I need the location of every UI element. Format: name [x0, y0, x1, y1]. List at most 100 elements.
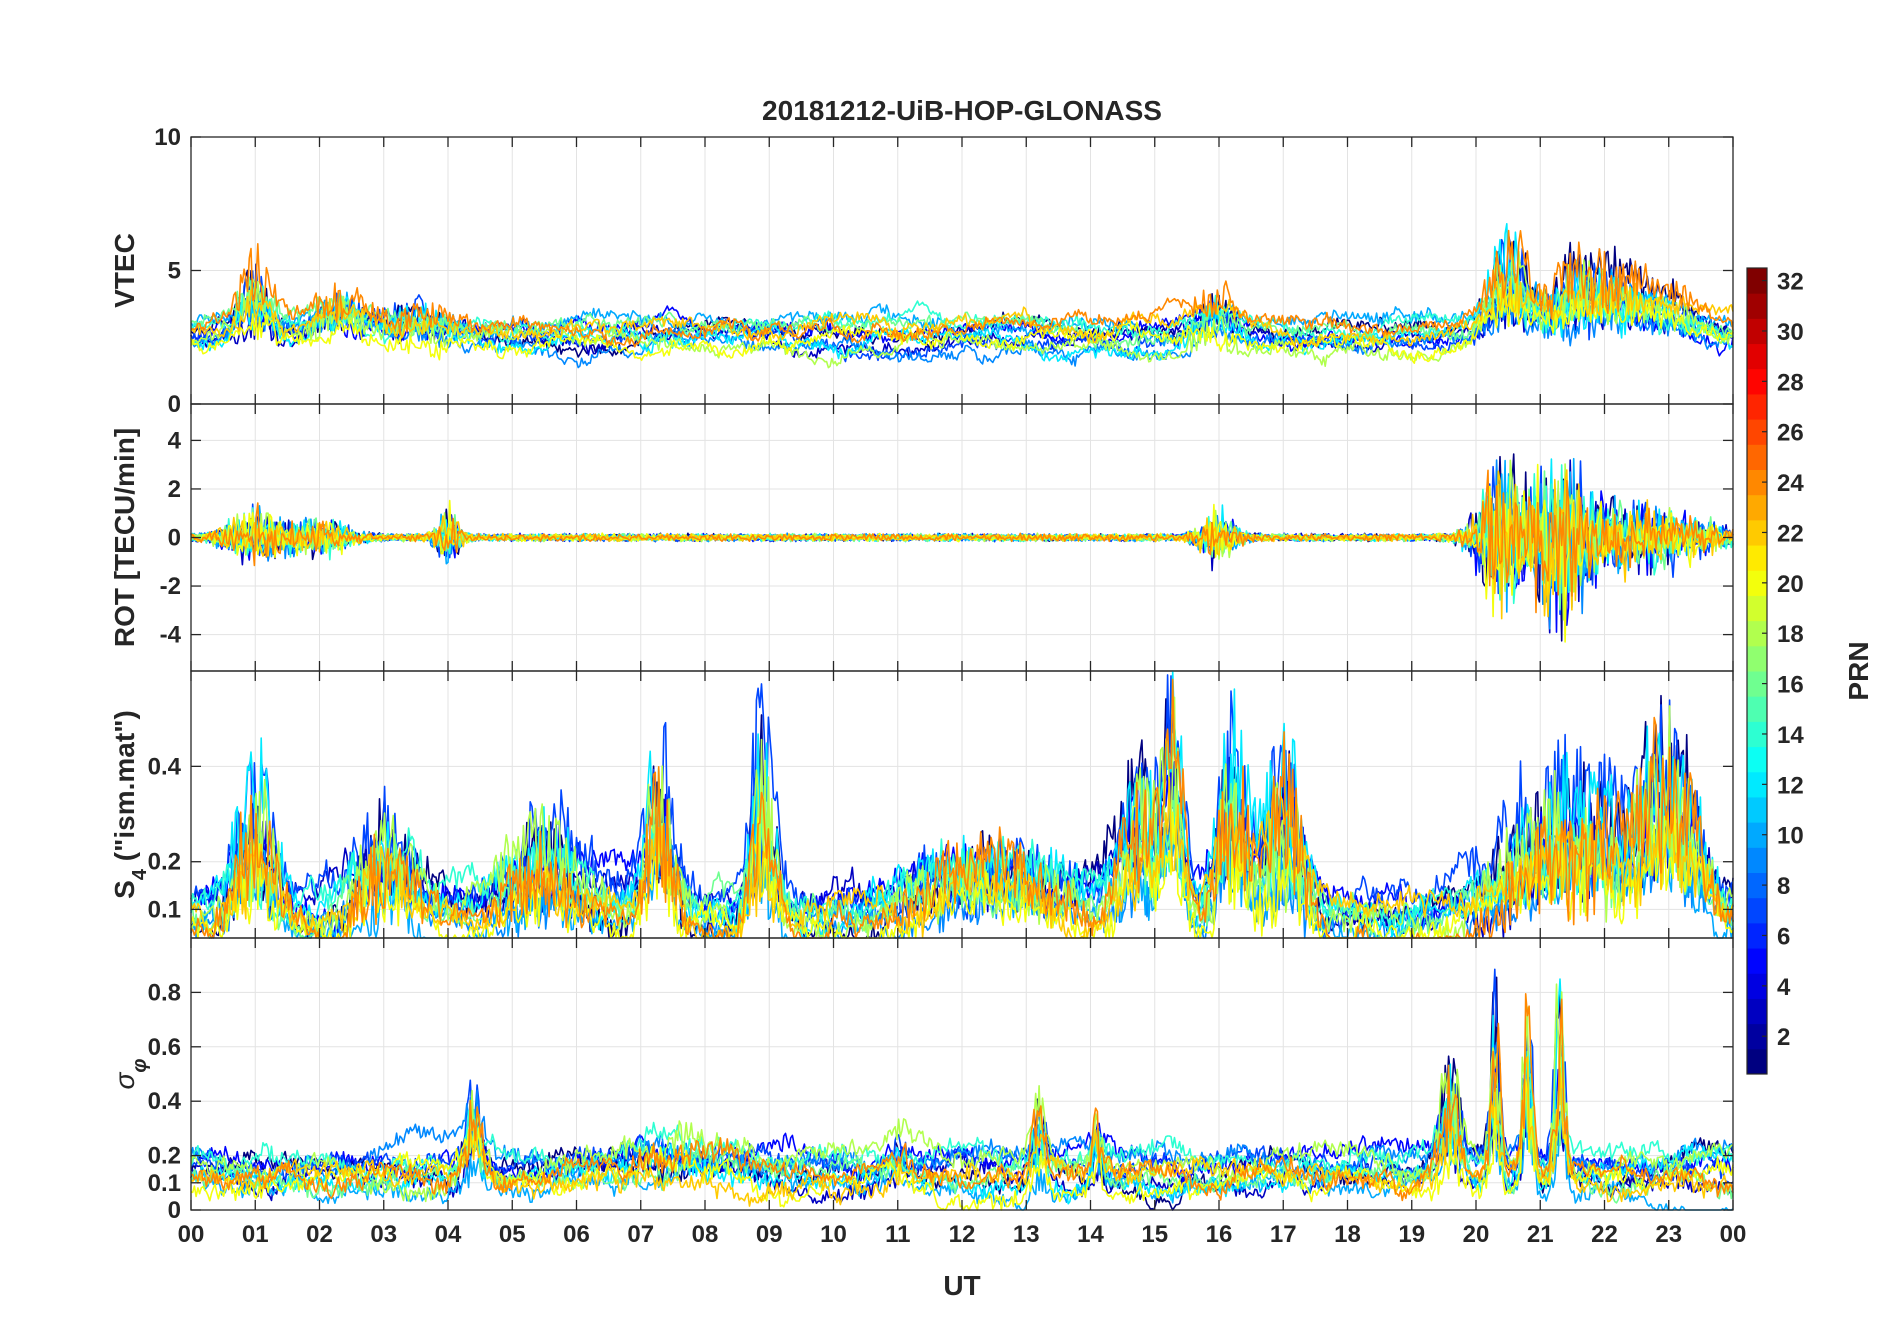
series-prn-24: [190, 992, 1734, 1202]
xtick-label: 20: [1463, 1221, 1490, 1248]
x-axis-label: UT: [943, 1270, 980, 1301]
ylabel-main: σ: [109, 1071, 140, 1089]
colorbar-level: [1747, 671, 1767, 697]
colorbar-level: [1747, 822, 1767, 848]
colorbar-level: [1747, 393, 1767, 420]
panel-sigma: 00.10.2 0.4 0.6 0.8 σφ: [109, 937, 1734, 1224]
ytick-label: 0.2: [148, 1143, 181, 1170]
series-prn-20: [190, 288, 1734, 365]
series-prn-24: [190, 469, 1734, 614]
colorbar-level: [1747, 419, 1767, 445]
ytick-label: 0.2: [148, 849, 181, 876]
ytick-label: 0.8: [148, 979, 181, 1006]
xtick-label: 11: [885, 1221, 910, 1248]
xtick-label: 12: [949, 1221, 976, 1248]
colorbar-level: [1747, 343, 1767, 370]
colorbar-level: [1747, 771, 1767, 798]
xtick-label: 00: [1720, 1221, 1747, 1248]
xtick-label: 04: [435, 1221, 462, 1248]
colorbar-level: [1747, 620, 1767, 647]
colorbar-tick-label: 24: [1777, 470, 1804, 497]
colorbar-tick-label: 2: [1777, 1024, 1790, 1051]
xtick-label: 05: [499, 1221, 526, 1248]
y-axis-label-rot: ROT [TECU/min]: [109, 428, 140, 647]
ytick-label: 0: [168, 525, 181, 552]
colorbar-tick-label: 28: [1777, 369, 1804, 396]
xtick-label: 22: [1591, 1221, 1618, 1248]
colorbar-level: [1747, 1023, 1767, 1050]
ytick-label: 0.4: [148, 753, 182, 780]
colorbar-level: [1747, 948, 1767, 974]
colorbar-level: [1747, 872, 1767, 899]
panel-vtec: 0 5 10 VTEC: [109, 124, 1734, 418]
panel-rot: -4 -2 0 2 4 ROT [TECU/min]: [109, 403, 1734, 672]
colorbar-level: [1747, 645, 1767, 672]
colorbar-label: PRN: [1843, 641, 1874, 700]
y-axis-label-vtec: VTEC: [109, 233, 140, 308]
colorbar-level: [1747, 595, 1767, 622]
xtick-label: 10: [820, 1221, 847, 1248]
ytick-label: -4: [160, 622, 182, 649]
xtick-label: 15: [1141, 1221, 1168, 1248]
colorbar-level: [1747, 444, 1767, 470]
colorbar-tick-label: 12: [1777, 772, 1804, 799]
colorbar-level: [1747, 293, 1767, 319]
series-prn-24: [190, 678, 1734, 939]
colorbar-tick-label: 16: [1777, 672, 1804, 699]
colorbar-tick-label: 22: [1777, 520, 1804, 547]
series-prn-10: [190, 1088, 1734, 1211]
colorbar-tick-label: 6: [1777, 923, 1790, 950]
colorbar-level: [1747, 746, 1767, 773]
colorbar-frame: [1746, 267, 1768, 1075]
xtick-label: 17: [1270, 1221, 1297, 1248]
colorbar-level: [1747, 318, 1767, 345]
xtick-label: 21: [1527, 1221, 1554, 1248]
colorbar-tick-label: 10: [1777, 823, 1804, 850]
xtick-label: 16: [1206, 1221, 1233, 1248]
xtick-label: 07: [627, 1221, 654, 1248]
x-axis: 00 01 02 03 04 05 06 07 08 09 10 11 12 13 14 15 16 17 18 19…: [178, 1221, 1747, 1248]
colorbar-tick-label: 26: [1777, 420, 1804, 447]
xtick-label: 09: [756, 1221, 783, 1248]
colorbar-level: [1747, 696, 1767, 722]
colorbar-level: [1747, 545, 1767, 571]
colorbar-level: [1747, 519, 1767, 546]
panel-s4: 0.1 0.2 0.4 S4 ("ism.mat"): [109, 670, 1734, 939]
xtick-label: 08: [692, 1221, 719, 1248]
ytick-label: 0.4: [148, 1088, 182, 1115]
xtick-label: 18: [1334, 1221, 1361, 1248]
colorbar-level: [1747, 922, 1767, 949]
ytick-label: 0.1: [148, 896, 181, 923]
colorbar-tick-label: 14: [1777, 722, 1804, 749]
series-prn-5: [190, 1032, 1734, 1187]
xtick-label: 13: [1013, 1221, 1040, 1248]
series-prn-22: [190, 469, 1734, 620]
colorbar-tick-label: 4: [1777, 974, 1791, 1001]
colorbar-level: [1747, 998, 1767, 1025]
xtick-label: 06: [563, 1221, 590, 1248]
colorbar-level: [1747, 847, 1767, 873]
colorbar-level: [1747, 897, 1767, 924]
xtick-label: 14: [1077, 1221, 1104, 1248]
ytick-label: 0.6: [148, 1034, 181, 1061]
colorbar-level: [1747, 721, 1767, 748]
ylabel-sub: 4: [129, 868, 151, 880]
xtick-label: 19: [1398, 1221, 1425, 1248]
colorbar-level: [1747, 570, 1767, 596]
colorbar-level: [1747, 469, 1767, 496]
colorbar-level: [1747, 268, 1767, 294]
ylabel-rest: ("ism.mat"): [109, 710, 140, 869]
chart-title: 20181212-UiB-HOP-GLONASS: [762, 95, 1162, 126]
colorbar-level: [1747, 973, 1767, 999]
ytick-label: 5: [168, 258, 181, 285]
xtick-label: 00: [178, 1221, 205, 1248]
ylabel-sub: φ: [129, 1059, 151, 1073]
colorbar-level: [1747, 796, 1767, 823]
ylabel-main: S: [109, 880, 140, 899]
colorbar-tick-label: 30: [1777, 319, 1804, 346]
colorbar-tick-label: 18: [1777, 621, 1804, 648]
xtick-label: 03: [370, 1221, 397, 1248]
